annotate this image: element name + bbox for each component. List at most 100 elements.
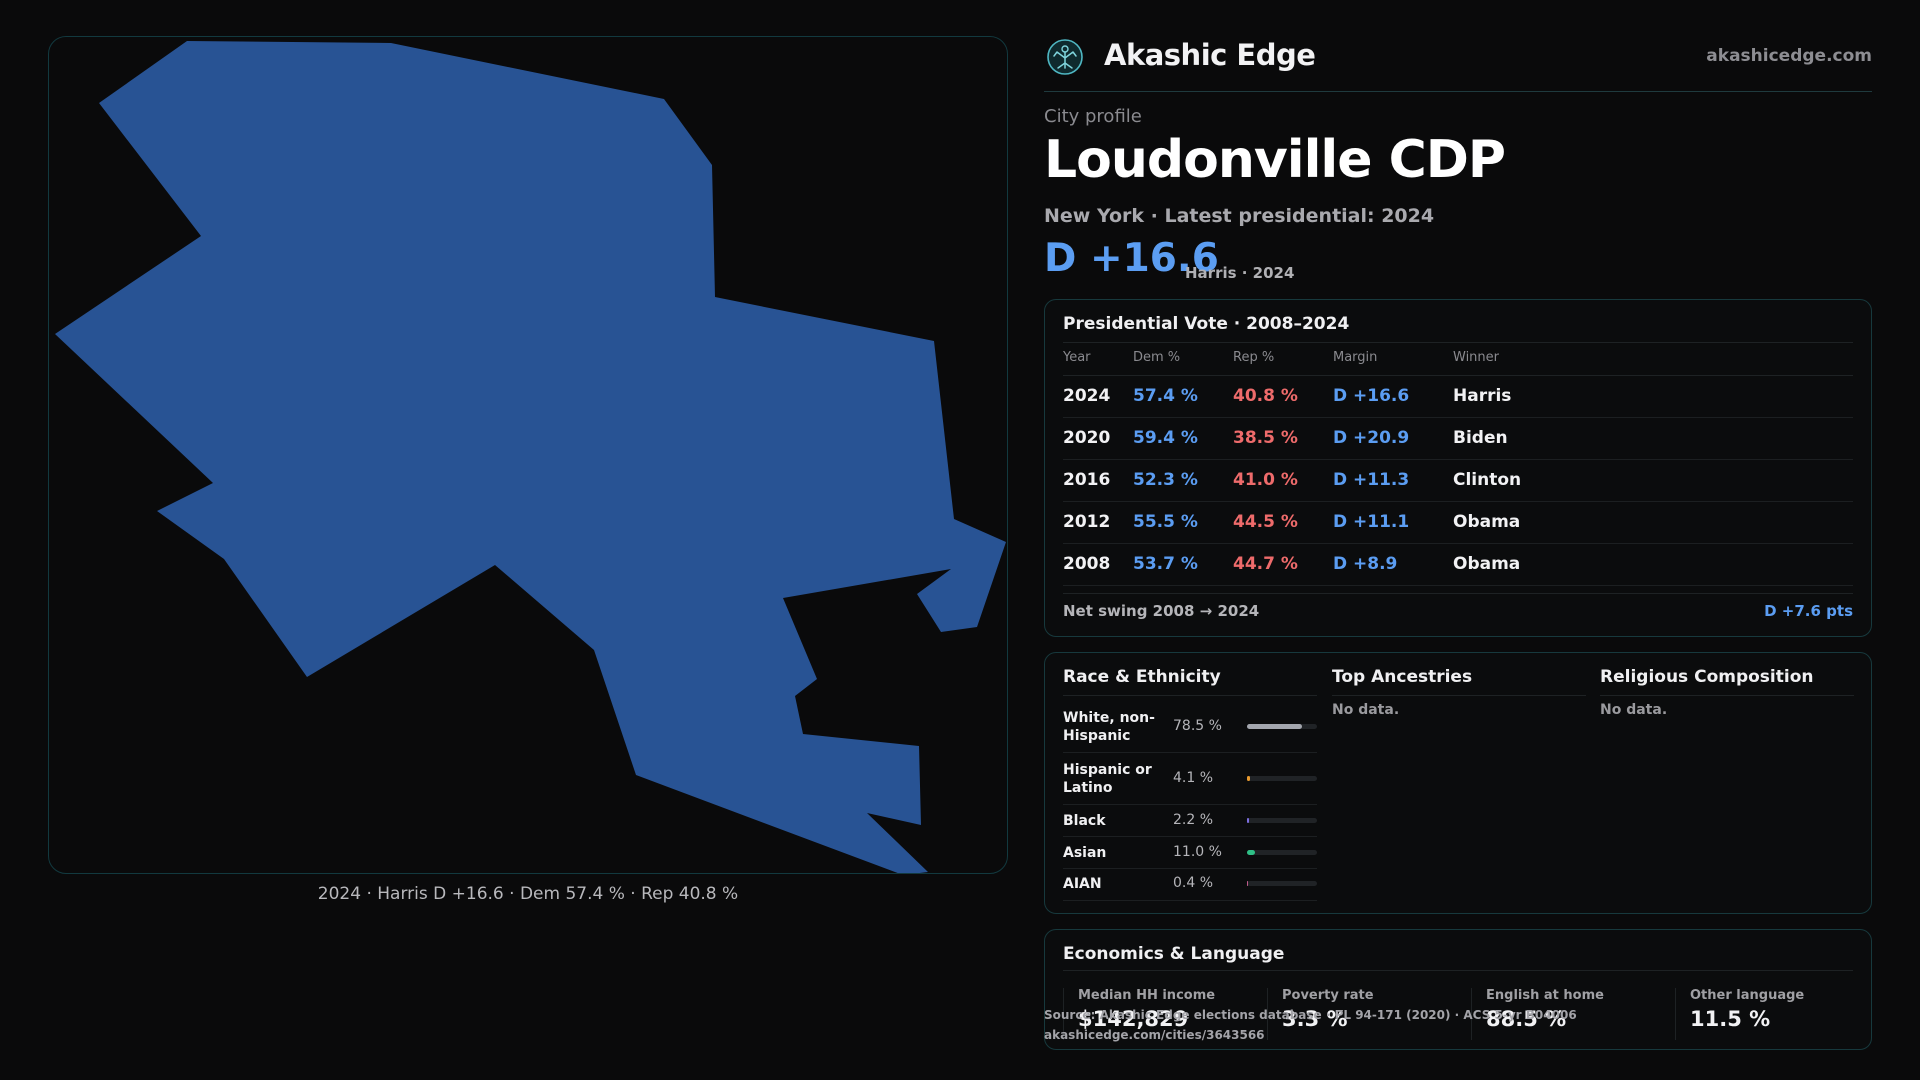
cell-year: 2024 (1063, 386, 1111, 406)
demographics-card: Race & Ethnicity White, non-Hispanic 78.… (1044, 652, 1872, 914)
stat-label: Median HH income (1078, 988, 1216, 1003)
stat-value: 11.5 % (1690, 1007, 1771, 1031)
map-caption: 2024 · Harris D +16.6 · Dem 57.4 % · Rep… (317, 884, 739, 904)
cell-rep: 41.0 % (1233, 470, 1298, 490)
stat-poverty-rate: Poverty rate 3.3 % (1267, 988, 1457, 1040)
economics-title: Economics & Language (1063, 944, 1285, 964)
top-ancestries-title: Top Ancestries (1332, 667, 1473, 687)
cell-rep: 40.8 % (1233, 386, 1298, 406)
cell-winner: Obama (1453, 554, 1521, 574)
divider (1332, 695, 1586, 696)
divider (1063, 342, 1853, 343)
race-pct: 4.1 % (1173, 770, 1214, 786)
stat-english-at-home: English at home 88.5 % (1471, 988, 1661, 1040)
cell-year: 2012 (1063, 512, 1111, 532)
race-pct: 78.5 % (1173, 718, 1222, 734)
brand-url-link[interactable]: akashicedge.com (1706, 46, 1872, 66)
stat-value: $142,829 (1078, 1007, 1189, 1031)
boundary-map-svg (55, 41, 1006, 873)
race-bar-fill (1247, 776, 1250, 781)
race-bar-track (1247, 850, 1317, 855)
headline-margin: D +16.6 (1044, 236, 1219, 281)
race-bar-fill (1247, 850, 1255, 855)
race-pct: 11.0 % (1173, 844, 1222, 860)
race-bar-track (1247, 818, 1317, 823)
cell-winner: Harris (1453, 386, 1512, 406)
city-boundary-shape (55, 41, 1006, 873)
race-label: Hispanic or Latino (1063, 762, 1152, 796)
table-row: 2012 55.5 % 44.5 % D +11.1 Obama (1063, 502, 1853, 544)
race-bar-fill (1247, 818, 1249, 823)
stat-value: 88.5 % (1486, 1007, 1567, 1031)
race-bar-track (1247, 724, 1317, 729)
source-line: Source: Akashic Edge elections database … (1044, 1008, 1577, 1022)
cell-year: 2016 (1063, 470, 1111, 490)
presidential-vote-card: Presidential Vote · 2008–2024 Year Dem %… (1044, 299, 1872, 637)
cell-dem: 53.7 % (1133, 554, 1198, 574)
header-winner: Winner (1453, 350, 1500, 365)
city-subtitle: New York · Latest presidential: 2024 (1044, 205, 1435, 227)
net-swing-value: D +7.6 pts (1764, 602, 1853, 620)
header-rep: Rep % (1233, 350, 1275, 365)
cell-winner: Biden (1453, 428, 1508, 448)
cell-margin: D +20.9 (1333, 428, 1410, 448)
net-swing-label: Net swing 2008 → 2024 (1063, 602, 1260, 620)
race-row: Black 2.2 % (1063, 805, 1317, 837)
race-label: Asian (1063, 845, 1107, 861)
cell-margin: D +11.1 (1333, 512, 1410, 532)
table-row: 2020 59.4 % 38.5 % D +20.9 Biden (1063, 418, 1853, 460)
stat-label: Poverty rate (1282, 988, 1374, 1003)
source-footnote: Source: Akashic Edge elections database … (1044, 1005, 1577, 1045)
race-row: Asian 11.0 % (1063, 837, 1317, 869)
eyebrow-label: City profile (1044, 106, 1142, 127)
race-row: White, non-Hispanic 78.5 % (1063, 703, 1317, 753)
stat-median-income: Median HH income $142,829 (1063, 988, 1253, 1040)
race-pct: 2.2 % (1173, 812, 1214, 828)
cell-dem: 57.4 % (1133, 386, 1198, 406)
race-label: White, non-Hispanic (1063, 710, 1155, 744)
divider (1063, 970, 1853, 971)
table-row: 2024 57.4 % 40.8 % D +16.6 Harris (1063, 376, 1853, 418)
table-row: 2016 52.3 % 41.0 % D +11.3 Clinton (1063, 460, 1853, 502)
race-pct: 0.4 % (1173, 875, 1214, 891)
ancestries-empty-text: No data. (1332, 702, 1400, 718)
divider (1600, 695, 1854, 696)
cell-dem: 52.3 % (1133, 470, 1198, 490)
headline-margin-note: Harris · 2024 (1185, 264, 1295, 282)
religion-empty-text: No data. (1600, 702, 1668, 718)
cell-rep: 44.5 % (1233, 512, 1298, 532)
race-label: AIAN (1063, 876, 1102, 892)
divider (1063, 695, 1317, 696)
stat-label: Other language (1690, 988, 1805, 1003)
cell-margin: D +8.9 (1333, 554, 1398, 574)
table-row: 2008 53.7 % 44.7 % D +8.9 Obama (1063, 544, 1853, 586)
cell-dem: 55.5 % (1133, 512, 1198, 532)
header-dem: Dem % (1133, 350, 1181, 365)
vote-card-title: Presidential Vote · 2008–2024 (1063, 314, 1350, 334)
cell-year: 2020 (1063, 428, 1111, 448)
religious-composition-title: Religious Composition (1600, 667, 1814, 687)
header-year: Year (1063, 350, 1091, 365)
cell-margin: D +16.6 (1333, 386, 1410, 406)
race-bar-fill (1247, 724, 1302, 729)
race-bar-track (1247, 776, 1317, 781)
stat-other-language: Other language 11.5 % (1675, 988, 1865, 1040)
header-margin: Margin (1333, 350, 1378, 365)
stat-value: 3.3 % (1282, 1007, 1348, 1031)
brand-header: Akashic Edge akashicedge.com (1044, 36, 1872, 92)
source-url-link[interactable]: akashicedge.com/cities/3643566 (1044, 1028, 1265, 1042)
brand-name: Akashic Edge (1104, 38, 1316, 72)
race-row: AIAN 0.4 % (1063, 869, 1317, 901)
race-row: Hispanic or Latino 4.1 % (1063, 753, 1317, 805)
race-ethnicity-title: Race & Ethnicity (1063, 667, 1221, 687)
cell-rep: 44.7 % (1233, 554, 1298, 574)
race-bar-fill (1247, 881, 1249, 886)
cell-dem: 59.4 % (1133, 428, 1198, 448)
divider (1063, 593, 1853, 594)
cell-rep: 38.5 % (1233, 428, 1298, 448)
boundary-map[interactable] (48, 36, 1008, 874)
page-title: Loudonville CDP (1044, 130, 1506, 190)
race-label: Black (1063, 813, 1106, 829)
cell-winner: Obama (1453, 512, 1521, 532)
race-bar-track (1247, 881, 1317, 886)
